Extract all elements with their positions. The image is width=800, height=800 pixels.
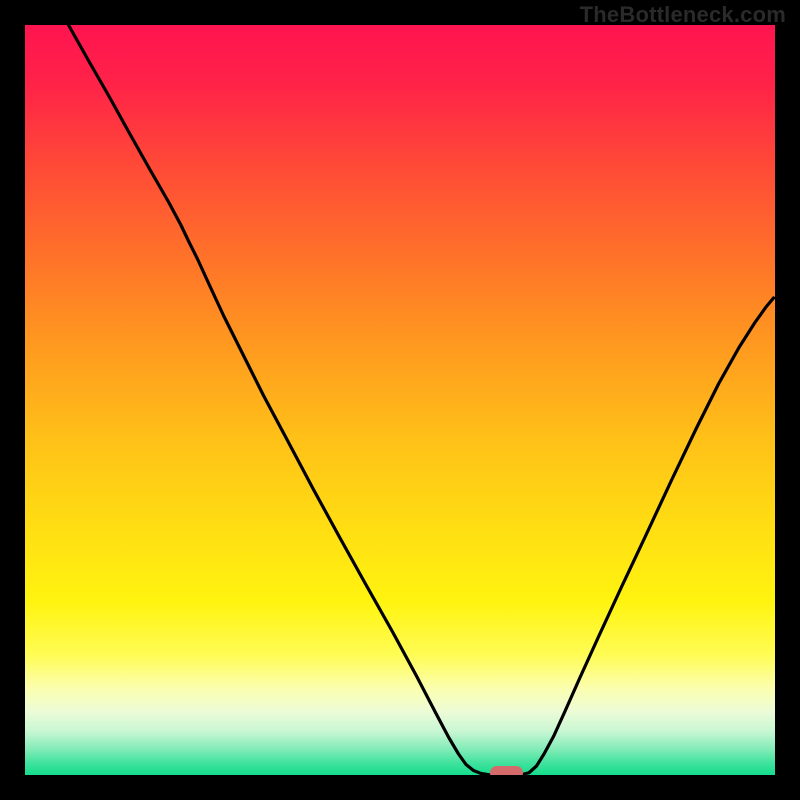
optimal-marker — [490, 766, 523, 775]
bottleneck-chart: TheBottleneck.com — [0, 0, 800, 800]
watermark-label: TheBottleneck.com — [580, 2, 786, 28]
chart-plot-area — [25, 25, 775, 775]
chart-background — [25, 25, 775, 775]
